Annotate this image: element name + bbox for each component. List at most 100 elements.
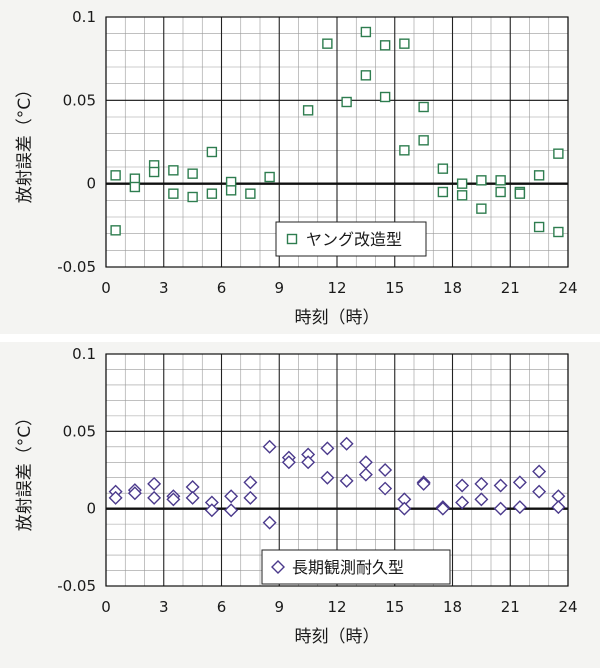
- data-point: [360, 26, 372, 38]
- chart-long-term-durable: 0 3 6 9 12 15 18 21 24 -0.05 0 0.05 0.1 時刻（時） 放射誤差（°C）…: [15, 345, 578, 647]
- x-tick-label: 12: [327, 279, 346, 297]
- data-point: [456, 178, 468, 189]
- data-point: [243, 490, 258, 505]
- data-point: [455, 478, 470, 493]
- data-point: [476, 203, 487, 214]
- data-point: [110, 225, 121, 236]
- data-point: [166, 492, 181, 507]
- data-point: [187, 191, 198, 203]
- y-tick-label: 0.1: [72, 345, 96, 363]
- data-point: [476, 175, 487, 186]
- data-point: [224, 489, 239, 504]
- data-point: [378, 481, 393, 496]
- legend-label: ヤング改造型: [306, 230, 402, 249]
- x-tick-label: 21: [501, 598, 520, 616]
- data-point: [397, 501, 412, 516]
- legend-box: [275, 221, 427, 257]
- data-point: [320, 470, 335, 485]
- data-point: [320, 441, 335, 456]
- data-point: [474, 476, 489, 491]
- panel-divider: [0, 334, 600, 342]
- data-point: [281, 455, 296, 470]
- y-tick-label: 0: [86, 500, 96, 518]
- data-point: [456, 190, 468, 201]
- x-axis-title: 時刻（時）: [295, 627, 380, 647]
- data-point: [533, 170, 545, 181]
- data-point: [532, 464, 547, 479]
- x-tick-label: 9: [274, 598, 284, 616]
- data-point: [378, 463, 393, 477]
- x-tick-label: 3: [159, 279, 169, 297]
- data-point: [225, 185, 237, 196]
- data-point: [339, 436, 354, 451]
- x-tick-label: 15: [385, 598, 404, 616]
- y-axis-title: 放射誤差（°C）: [15, 81, 35, 203]
- data-point: [416, 476, 431, 491]
- y-axis-title: 放射誤差（°C）: [15, 409, 35, 531]
- data-point: [418, 135, 429, 146]
- y-tick-label: 0: [86, 175, 96, 193]
- data-point: [532, 484, 547, 499]
- data-point: [206, 146, 218, 158]
- data-point: [187, 168, 198, 179]
- x-axis-title: 時刻（時）: [295, 308, 380, 328]
- data-point: [379, 40, 391, 51]
- x-tick-label: 0: [101, 598, 111, 616]
- data-point: [302, 105, 314, 116]
- data-point: [206, 188, 218, 199]
- data-point: [437, 186, 449, 198]
- data-point: [262, 515, 277, 530]
- data-point: [110, 170, 121, 181]
- data-point: [512, 475, 527, 490]
- data-point: [495, 175, 506, 186]
- data-point: [127, 486, 142, 501]
- data-point: [553, 226, 564, 238]
- legend-box: [261, 549, 451, 585]
- data-point: [493, 478, 508, 493]
- data-point: [399, 38, 410, 49]
- plot-frame: [105, 16, 569, 268]
- data-point: [533, 221, 545, 233]
- x-tick-label: 21: [501, 279, 520, 297]
- y-tick-label: 0.05: [63, 91, 96, 109]
- x-tick-label: 15: [385, 279, 404, 297]
- data-point: [185, 490, 200, 505]
- y-tick-label: 0.05: [63, 422, 96, 440]
- x-tick-label: 18: [443, 279, 462, 297]
- x-tick-label: 18: [443, 598, 462, 616]
- data-point: [129, 181, 141, 193]
- x-tick-label: 0: [101, 279, 111, 297]
- data-point: [322, 38, 333, 49]
- data-point: [339, 473, 354, 488]
- legend-marker: [286, 233, 298, 245]
- data-point: [514, 188, 526, 199]
- x-tick-label: 6: [217, 598, 227, 616]
- legend: 長期観測耐久型: [261, 549, 451, 585]
- y-tick-label: -0.05: [57, 577, 96, 595]
- x-tick-label: 12: [327, 598, 346, 616]
- data-point: [399, 145, 410, 156]
- legend-label: 長期観測耐久型: [292, 558, 404, 577]
- y-tick-label: 0.1: [72, 8, 96, 26]
- data-point: [358, 467, 373, 482]
- data-point: [147, 490, 162, 505]
- data-point: [435, 501, 450, 516]
- data-point: [108, 490, 123, 505]
- data-point: [168, 165, 179, 176]
- data-point: [148, 166, 160, 178]
- data-point: [262, 439, 277, 454]
- data-point: [245, 188, 256, 199]
- data-point: [553, 148, 564, 159]
- x-tick-label: 6: [217, 279, 227, 297]
- data-point: [495, 186, 506, 198]
- data-point: [551, 500, 566, 515]
- data-point: [474, 492, 489, 507]
- data-point: [264, 171, 275, 183]
- data-point: [147, 476, 162, 491]
- data-point: [224, 503, 239, 518]
- x-tick-label: 24: [558, 279, 577, 297]
- data-point: [243, 475, 258, 490]
- x-tick-label: 24: [558, 598, 577, 616]
- chart-yang-modified: 0 3 6 9 12 15 18 21 24 -0.05 0 0.05 0.1 時刻（時） 放射誤差（°C）…: [15, 8, 578, 328]
